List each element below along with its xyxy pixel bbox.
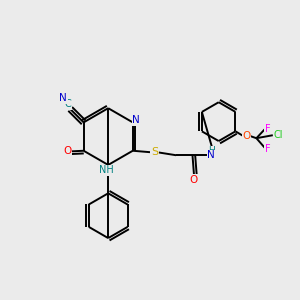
Text: O: O bbox=[64, 146, 72, 156]
Text: S: S bbox=[151, 147, 158, 157]
Text: O: O bbox=[190, 175, 198, 185]
Text: O: O bbox=[242, 131, 251, 141]
Text: C: C bbox=[64, 100, 71, 110]
Text: F: F bbox=[265, 124, 271, 134]
Text: N: N bbox=[59, 94, 67, 103]
Text: Cl: Cl bbox=[273, 130, 283, 140]
Text: F: F bbox=[265, 144, 271, 154]
Text: N: N bbox=[133, 115, 140, 125]
Text: NH: NH bbox=[99, 165, 114, 175]
Text: H: H bbox=[208, 146, 215, 155]
Text: N: N bbox=[207, 150, 215, 160]
